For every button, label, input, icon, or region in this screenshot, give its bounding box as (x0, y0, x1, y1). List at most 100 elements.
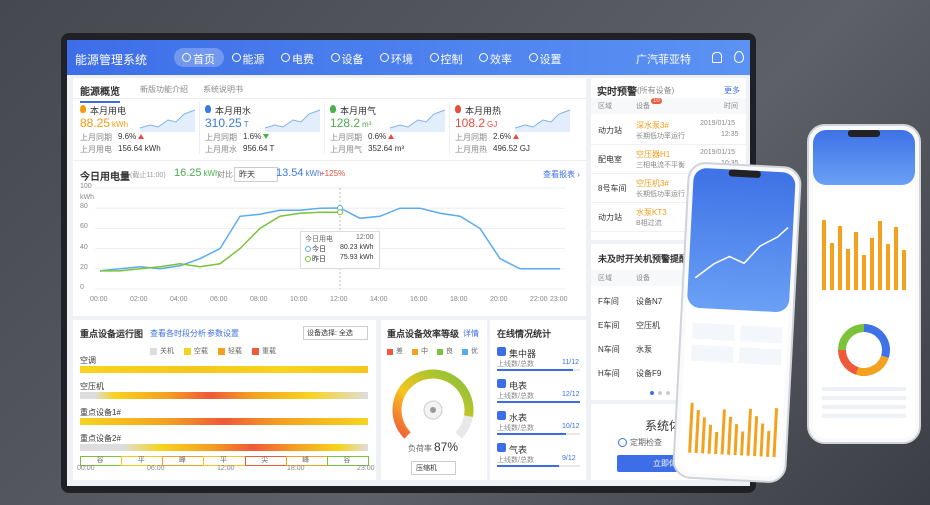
alert-desc: 长期低功率运行 (636, 191, 685, 198)
today-value: 16.25 (174, 167, 202, 179)
switch-device: 设备F9 (636, 369, 662, 378)
tooltip-name: 昨日 (312, 256, 326, 263)
nav-item[interactable]: 控制 (440, 54, 463, 66)
screen-bar (862, 255, 866, 290)
nav-item[interactable]: 电费 (292, 54, 314, 66)
device-state-bar (80, 418, 368, 425)
legend-label: 中 (421, 348, 428, 355)
tab-active[interactable]: 能源概览 (80, 83, 120, 103)
tooltip-value: 80.23 kWh (340, 244, 374, 251)
sparkline-area (265, 110, 320, 132)
x-tick-label: 08:00 (250, 296, 268, 303)
nav-item[interactable]: 环境 (391, 54, 413, 66)
nav-item[interactable]: 效率 (490, 54, 512, 66)
tooltip-dot (305, 246, 311, 252)
metric-icon (205, 105, 211, 113)
efficiency-link[interactable]: 详情 (463, 329, 479, 338)
compare-select[interactable]: 昨天 (234, 167, 278, 182)
compare-label: 对比 (217, 170, 233, 179)
today-value-row: 16.25 kWh (174, 167, 220, 179)
progress-bar (497, 465, 560, 467)
report-link[interactable]: 查看报表 › (543, 170, 580, 179)
sparkline (389, 109, 446, 129)
nav-item[interactable]: 设置 (539, 54, 562, 66)
series-line (99, 207, 560, 272)
legend-label: 良 (446, 348, 453, 355)
legend-swatch (150, 348, 157, 355)
legend-label: 轻载 (228, 348, 242, 355)
tab[interactable]: 系统说明书 (203, 85, 243, 94)
col-header: 区域 (598, 103, 612, 110)
nav-bar (67, 40, 750, 75)
page-dot (666, 391, 670, 395)
device-state-bar (80, 366, 368, 373)
page-dot (658, 391, 662, 395)
legend-swatch (218, 348, 225, 355)
nav-icon (231, 53, 241, 62)
online-sub: 上线数/总数 (497, 425, 534, 432)
sparkline (139, 109, 196, 129)
metric-unit: T (243, 120, 249, 129)
y-tick-label: 60 (80, 223, 88, 231)
legend-swatch (184, 348, 191, 355)
compare-label: 上月同期 (455, 133, 487, 142)
last-value: 496.52 GJ (493, 144, 530, 153)
alerts-title: 实时预警 (597, 87, 637, 98)
legend-label: 关机 (160, 348, 174, 355)
device-card (73, 320, 376, 480)
last-label: 上月用水 (205, 145, 237, 154)
switch-device: 设备N7 (636, 297, 663, 306)
device-link[interactable]: 参数设置 (207, 329, 239, 338)
legend-swatch (412, 349, 418, 355)
nav-icon (182, 53, 191, 62)
x-tick-label: 18:00 (450, 296, 468, 303)
legend-swatch (387, 349, 393, 355)
device-link[interactable]: 查看各时段分析 (150, 329, 206, 338)
donut-segment (855, 355, 889, 376)
metric-value: 108.2 (455, 116, 486, 130)
alert-desc: 长期低功率运行 (636, 133, 685, 140)
online-sub: 上线数/总数 (497, 393, 534, 400)
alert-desc: B相过流 (636, 220, 662, 227)
alerts-more[interactable]: 更多 (724, 86, 740, 95)
device-state-bar (80, 392, 368, 399)
nav-item[interactable]: 设备 (341, 54, 364, 66)
company[interactable]: 广汽菲亚特 (636, 54, 691, 66)
switch-device: 空压机 (636, 321, 660, 330)
nav-icon (380, 53, 389, 62)
change: +125% (320, 169, 346, 178)
gauge-value (392, 369, 474, 439)
device-select[interactable]: 设备选择: 全选 (303, 326, 368, 340)
sparkline-area (390, 110, 445, 132)
nav-item[interactable]: 首页 (193, 54, 215, 66)
today-note: (截止11:00) (130, 172, 166, 179)
alert-device: 空压器H1 (636, 150, 671, 159)
compare-label: 上月同期 (330, 133, 362, 142)
alert-date: 2019/01/15 (700, 120, 736, 127)
device-title: 重点设备运行图 (80, 329, 144, 339)
tab-divider (73, 98, 586, 99)
screen-line (694, 226, 789, 279)
compare-label: 上月同期 (205, 133, 237, 142)
y-axis-label: kWh (80, 194, 94, 201)
online-name: 气表 (509, 445, 528, 455)
sparkline-area (140, 110, 195, 132)
donut-segment (838, 323, 865, 351)
sparkline (514, 109, 571, 129)
nav-item[interactable]: 能源 (242, 54, 265, 66)
metric-unit: kWh (112, 120, 129, 129)
screen-bar (838, 226, 842, 290)
device-icon (497, 347, 506, 356)
tab[interactable]: 新版功能介绍 (140, 85, 188, 94)
metric-icon (330, 105, 336, 113)
phone (672, 162, 802, 483)
progress-bar (497, 401, 580, 403)
alert-time: 12:35 (721, 131, 739, 138)
x-tick-label: 16:00 (410, 296, 428, 303)
nav-icon (330, 53, 340, 62)
screen-row (822, 405, 906, 409)
x-tick-label: 20:00 (490, 296, 508, 303)
online-name: 电表 (509, 381, 528, 391)
efficiency-select[interactable]: 压缩机 (411, 461, 456, 475)
